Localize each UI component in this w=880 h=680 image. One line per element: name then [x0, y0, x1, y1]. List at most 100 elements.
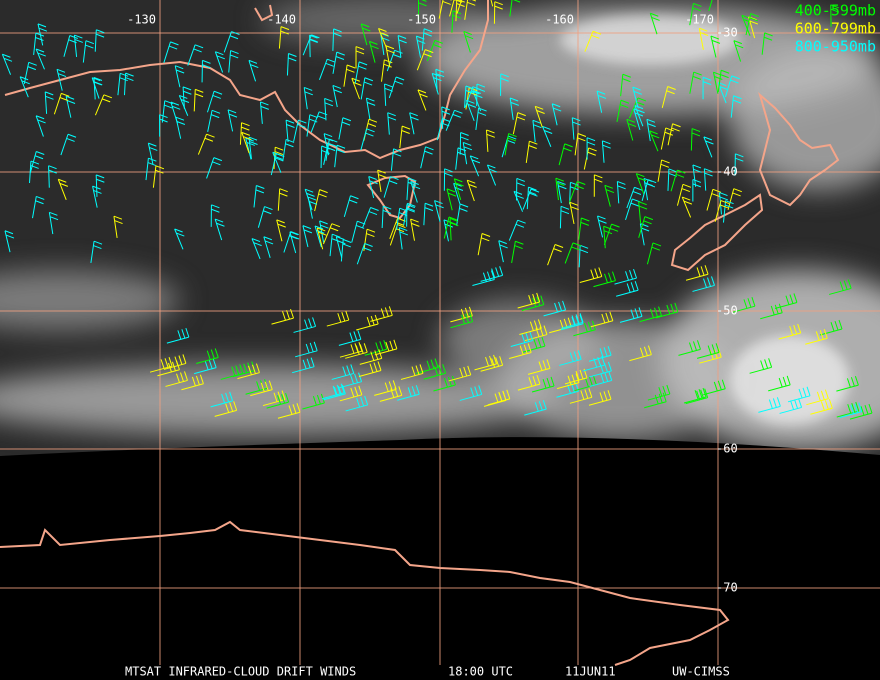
wind-barb — [302, 34, 320, 56]
wind-barb — [616, 180, 626, 204]
longitude-labels: -130 -140 -150 -160 -170 — [127, 13, 714, 27]
longitude-label: -150 — [407, 13, 436, 27]
wind-barb — [388, 76, 405, 99]
wind-barb — [616, 99, 630, 122]
wind-barb — [455, 147, 467, 170]
wind-barb — [692, 276, 715, 292]
wind-barb — [464, 0, 477, 20]
wind-barb — [73, 34, 84, 57]
wind-barb — [509, 0, 521, 17]
wind-barb — [319, 220, 329, 243]
wind-barb — [241, 131, 252, 154]
wind-barb — [210, 204, 220, 227]
wind-barb — [378, 28, 389, 50]
wind-barb — [303, 86, 313, 110]
wind-barb — [193, 88, 204, 112]
wind-barb — [332, 28, 342, 51]
wind-barb — [603, 223, 620, 246]
wind-barb — [555, 177, 565, 201]
wind-barb — [326, 310, 350, 327]
wind-barb — [374, 339, 398, 356]
wind-barb — [547, 244, 564, 266]
wind-barb — [276, 219, 286, 242]
latitude-label: -60 — [716, 442, 738, 456]
wind-barb — [339, 372, 363, 389]
wind-barb — [459, 385, 483, 401]
wind-barb — [584, 30, 602, 52]
wind-barb — [724, 75, 740, 98]
wind-barb — [560, 314, 584, 331]
wind-barb — [597, 215, 607, 238]
wind-barb — [220, 364, 244, 380]
wind-barb — [316, 227, 327, 250]
wind-barb — [159, 114, 168, 137]
wind-barb — [338, 330, 362, 346]
wind-barb — [839, 402, 863, 419]
wind-barb — [201, 59, 211, 83]
wind-barb — [147, 142, 158, 165]
wind-barb — [35, 115, 46, 137]
wind-barb — [29, 151, 45, 173]
footer-text: UW-CIMSS — [672, 665, 730, 679]
wind-barb — [48, 165, 57, 188]
wind-barb — [343, 195, 359, 218]
wind-barb — [703, 136, 714, 158]
wind-barb — [259, 101, 269, 124]
wind-barb — [534, 105, 545, 128]
wind-barb — [521, 295, 545, 312]
wind-barb — [23, 61, 37, 84]
latitude-label: -70 — [716, 581, 738, 595]
wind-barb — [406, 177, 417, 200]
wind-barb — [519, 319, 542, 335]
wind-barb — [445, 109, 463, 131]
wind-barb — [57, 178, 69, 200]
wind-barb — [455, 0, 465, 22]
wind-barb — [511, 240, 524, 264]
wind-barb — [564, 242, 582, 264]
wind-barb — [389, 224, 406, 246]
wind-barb — [438, 0, 452, 19]
wind-barb — [35, 48, 46, 70]
wind-barb — [385, 45, 395, 68]
wind-barb — [836, 401, 860, 418]
wind-barb — [745, 13, 759, 36]
wind-barb — [278, 26, 290, 49]
wind-barb — [1, 53, 13, 75]
wind-barb — [448, 365, 472, 382]
wind-barb — [152, 165, 165, 188]
wind-barb — [356, 314, 379, 331]
wind-barb — [113, 215, 123, 239]
wind-barb — [543, 300, 567, 317]
wind-barb — [163, 41, 179, 63]
wind-barb — [512, 112, 526, 135]
wind-barb — [354, 61, 368, 84]
wind-barb — [283, 231, 299, 253]
wind-barb — [526, 186, 537, 210]
wind-barb — [449, 217, 459, 241]
wind-barb — [768, 375, 791, 392]
wind-barb — [692, 178, 702, 202]
wind-barb — [293, 317, 317, 333]
wind-barb — [441, 106, 451, 129]
wind-barb — [329, 233, 341, 257]
wind-barb — [504, 133, 517, 156]
wind-barb — [360, 128, 375, 151]
wind-barb — [420, 146, 434, 169]
wind-barb — [647, 384, 671, 401]
wind-barb — [332, 51, 345, 74]
wind-barb — [319, 58, 336, 80]
wind-barb — [94, 29, 105, 52]
wind-barb — [277, 188, 288, 211]
wind-barb — [569, 201, 579, 225]
wind-barb — [527, 359, 551, 375]
wind-barb — [416, 49, 434, 71]
wind-barb — [163, 354, 187, 370]
wind-barb — [549, 317, 572, 334]
wind-barb — [123, 72, 134, 96]
wind-barb — [638, 216, 654, 238]
wind-barb — [398, 227, 409, 250]
wind-barb — [322, 223, 341, 245]
wind-barb — [149, 357, 173, 373]
wind-barb — [655, 302, 679, 319]
wind-barb — [485, 129, 495, 152]
